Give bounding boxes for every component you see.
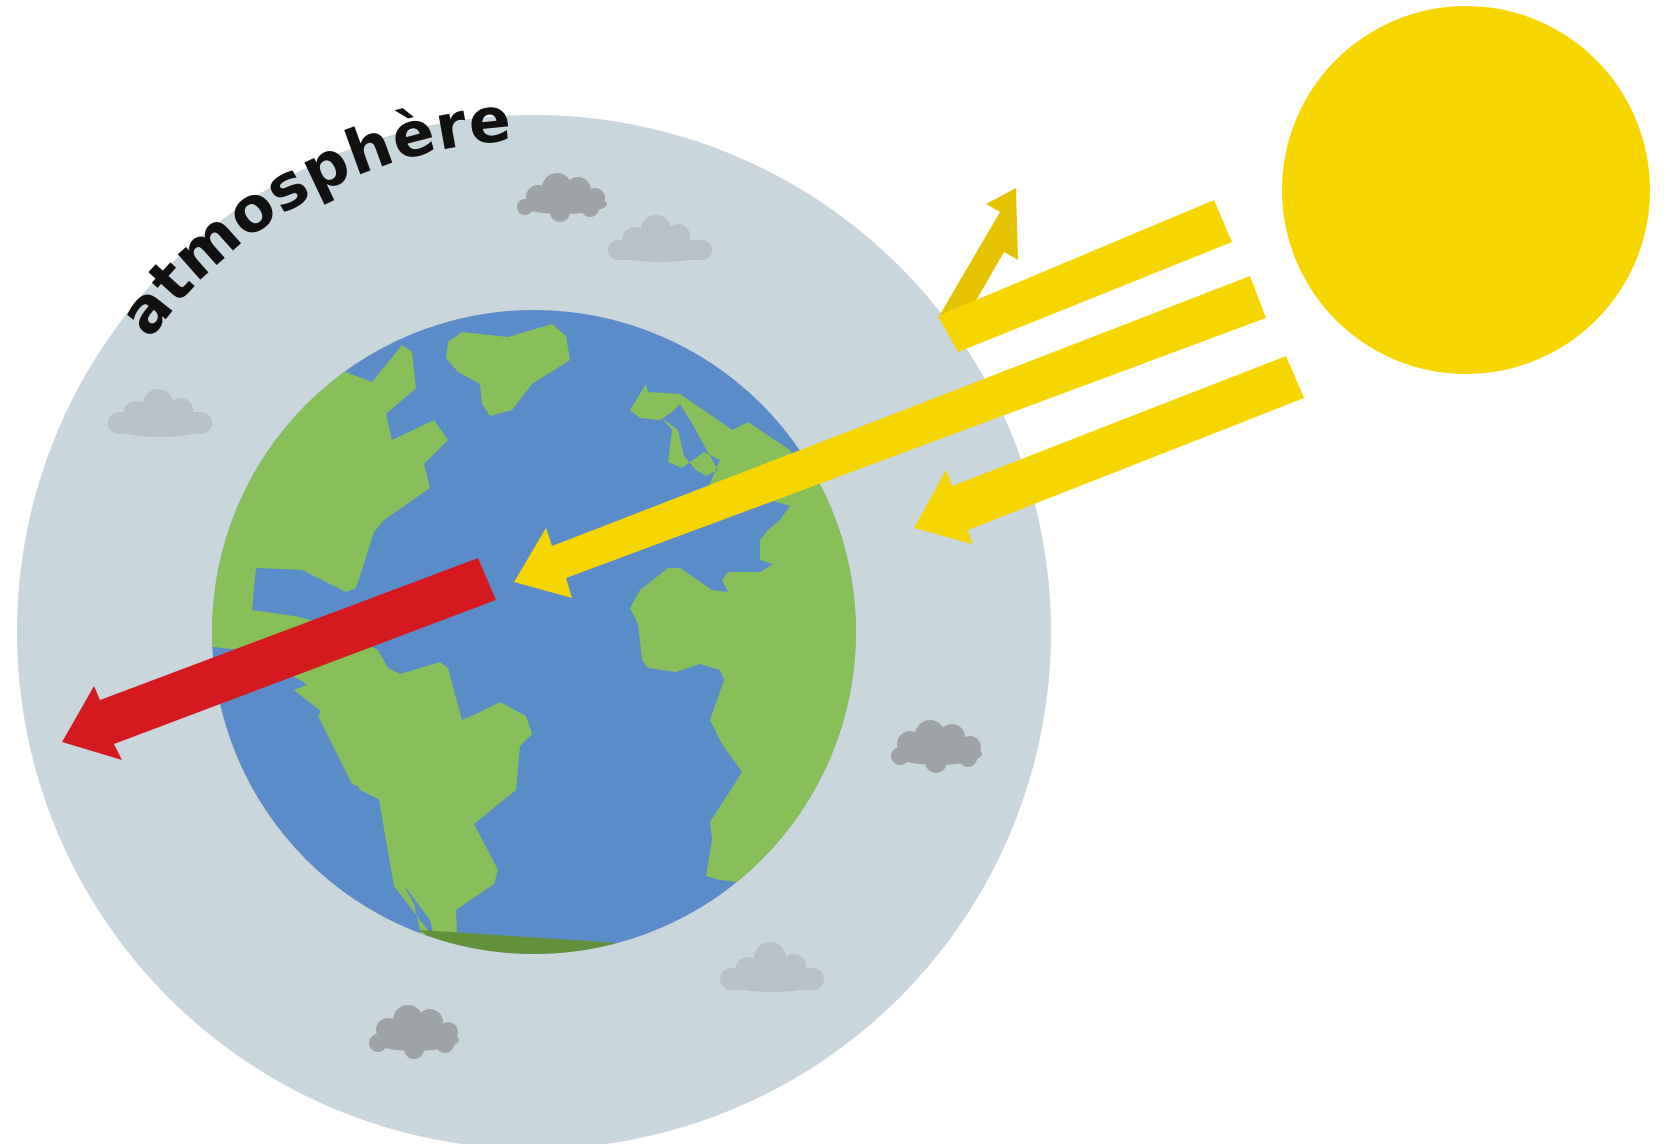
landmass-south-america: [294, 680, 458, 954]
reflected-ray: [938, 188, 1018, 332]
incoming-ray-3: [914, 356, 1304, 544]
cloud-icon: [720, 942, 824, 992]
cloud-icon: [108, 389, 212, 437]
earth-shadow: [420, 400, 856, 954]
cloud-icon: [608, 215, 712, 262]
cloud-icon: [891, 720, 982, 773]
sun: [1282, 6, 1650, 374]
cloud-icon: [517, 173, 607, 222]
cloud-icon: [369, 1005, 459, 1059]
landmass-greenland: [446, 324, 570, 416]
emitted-ray: [62, 558, 496, 760]
incoming-ray-1: [938, 200, 1232, 352]
incoming-ray-2: [514, 276, 1266, 598]
